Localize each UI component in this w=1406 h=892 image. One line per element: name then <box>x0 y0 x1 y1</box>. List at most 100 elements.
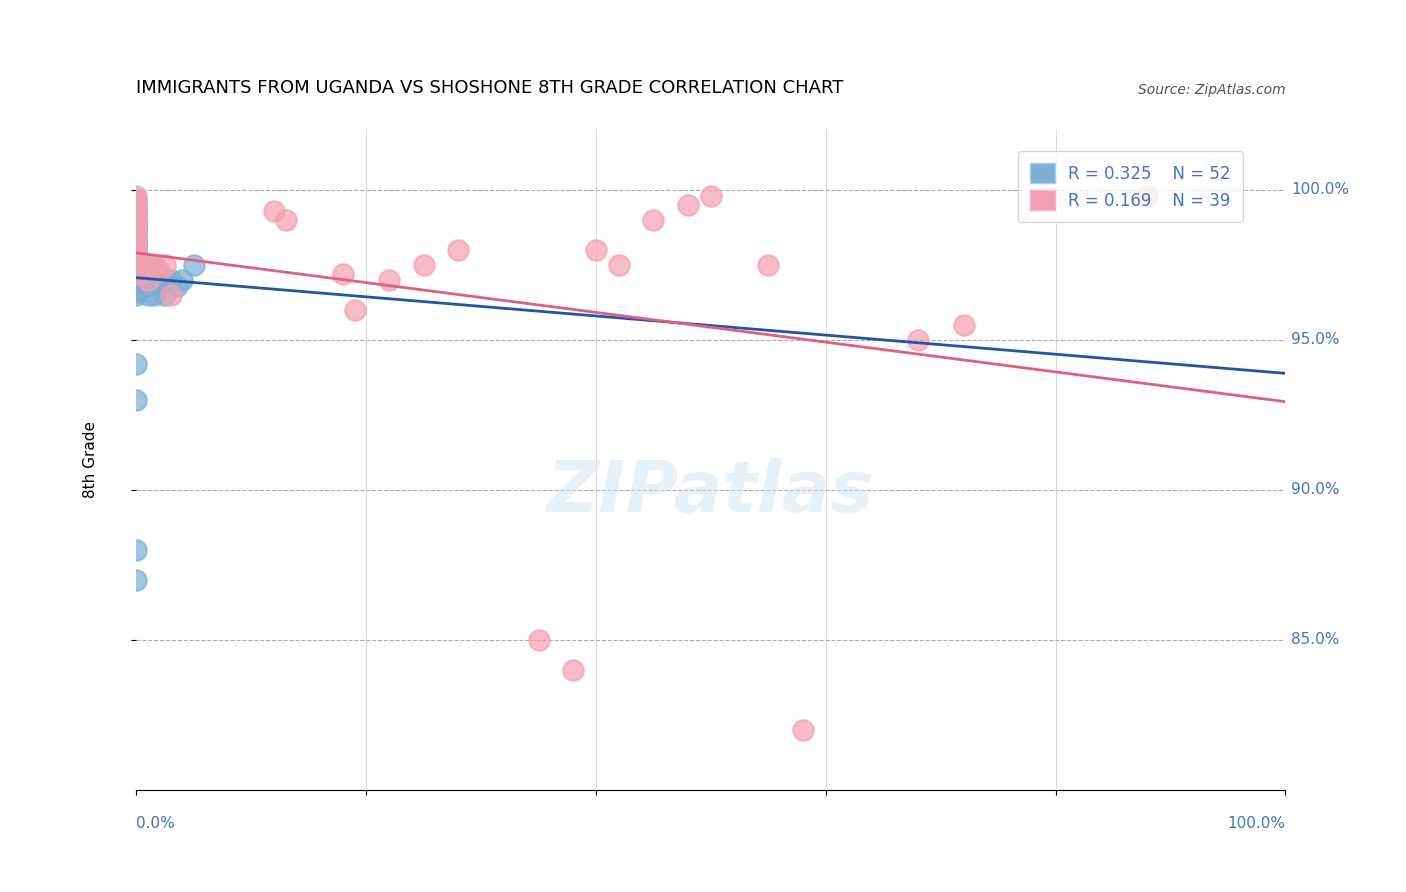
Point <box>125 255 148 269</box>
Point <box>1136 189 1159 203</box>
Point <box>125 212 148 227</box>
Point <box>136 258 159 272</box>
Point <box>125 225 148 239</box>
Point <box>146 278 169 293</box>
Point <box>125 264 148 278</box>
Point <box>952 318 974 332</box>
Text: IMMIGRANTS FROM UGANDA VS SHOSHONE 8TH GRADE CORRELATION CHART: IMMIGRANTS FROM UGANDA VS SHOSHONE 8TH G… <box>136 78 844 96</box>
Point <box>172 273 194 287</box>
Point <box>136 273 159 287</box>
Point <box>142 273 165 287</box>
Point <box>907 333 929 347</box>
Point <box>527 632 550 647</box>
Point <box>125 392 148 407</box>
Text: 0.0%: 0.0% <box>136 816 176 831</box>
Point <box>125 201 148 215</box>
Point <box>125 231 148 245</box>
Point <box>125 255 148 269</box>
Point <box>125 249 148 263</box>
Point <box>125 243 148 257</box>
Point <box>125 542 148 557</box>
Legend: R = 0.325    N = 52, R = 0.169    N = 39: R = 0.325 N = 52, R = 0.169 N = 39 <box>1018 152 1243 222</box>
Point <box>160 273 183 287</box>
Point <box>166 278 188 293</box>
Point <box>142 288 165 302</box>
Point <box>378 273 401 287</box>
Point <box>343 302 366 317</box>
Text: Source: ZipAtlas.com: Source: ZipAtlas.com <box>1137 83 1285 96</box>
Point <box>607 258 630 272</box>
Point <box>263 203 285 218</box>
Point <box>125 227 148 242</box>
Point <box>125 198 148 212</box>
Point <box>153 273 176 287</box>
Point <box>139 278 162 293</box>
Point <box>125 258 148 272</box>
Point <box>125 278 148 293</box>
Point <box>125 231 148 245</box>
Point <box>125 189 148 203</box>
Point <box>756 258 779 272</box>
Point <box>125 194 148 209</box>
Point <box>125 234 148 248</box>
Point <box>562 663 585 677</box>
Text: 95.0%: 95.0% <box>1291 333 1340 347</box>
Point <box>125 212 148 227</box>
Point <box>412 258 434 272</box>
Point <box>447 243 470 257</box>
Point <box>125 260 148 275</box>
Point <box>148 267 170 281</box>
Point <box>585 243 607 257</box>
Point <box>148 278 170 293</box>
Point <box>139 267 162 281</box>
Point <box>125 203 148 218</box>
Point <box>332 267 354 281</box>
Point <box>125 240 148 254</box>
Point <box>136 273 159 287</box>
Point <box>125 243 148 257</box>
Point <box>125 276 148 290</box>
Point <box>148 264 170 278</box>
Point <box>142 258 165 272</box>
Text: 100.0%: 100.0% <box>1227 816 1285 831</box>
Point <box>183 258 205 272</box>
Point <box>125 207 148 221</box>
Point <box>125 207 148 221</box>
Point <box>125 273 148 287</box>
Point <box>125 216 148 230</box>
Text: ZIPatlas: ZIPatlas <box>547 458 875 527</box>
Text: 8th Grade: 8th Grade <box>83 421 98 499</box>
Point <box>274 212 297 227</box>
Point <box>125 267 148 281</box>
Point <box>153 288 176 302</box>
Point <box>125 269 148 284</box>
Point <box>125 288 148 302</box>
Point <box>125 245 148 260</box>
Point <box>160 288 183 302</box>
Point <box>792 723 814 737</box>
Point <box>135 278 157 293</box>
Point <box>125 357 148 371</box>
Point <box>125 192 148 206</box>
Point <box>125 285 148 299</box>
Text: 90.0%: 90.0% <box>1291 483 1340 498</box>
Point <box>125 219 148 233</box>
Point <box>125 267 148 281</box>
Text: 85.0%: 85.0% <box>1291 632 1340 648</box>
Point <box>700 189 723 203</box>
Point <box>125 249 148 263</box>
Point <box>125 573 148 587</box>
Point <box>136 288 159 302</box>
Point <box>125 225 148 239</box>
Point <box>153 258 176 272</box>
Point <box>125 282 148 296</box>
Point <box>643 212 665 227</box>
Point <box>125 258 148 272</box>
Text: 100.0%: 100.0% <box>1291 182 1350 197</box>
Point <box>125 252 148 266</box>
Point <box>136 258 159 272</box>
Point <box>125 222 148 236</box>
Point <box>676 198 699 212</box>
Point <box>125 236 148 251</box>
Point <box>135 267 157 281</box>
